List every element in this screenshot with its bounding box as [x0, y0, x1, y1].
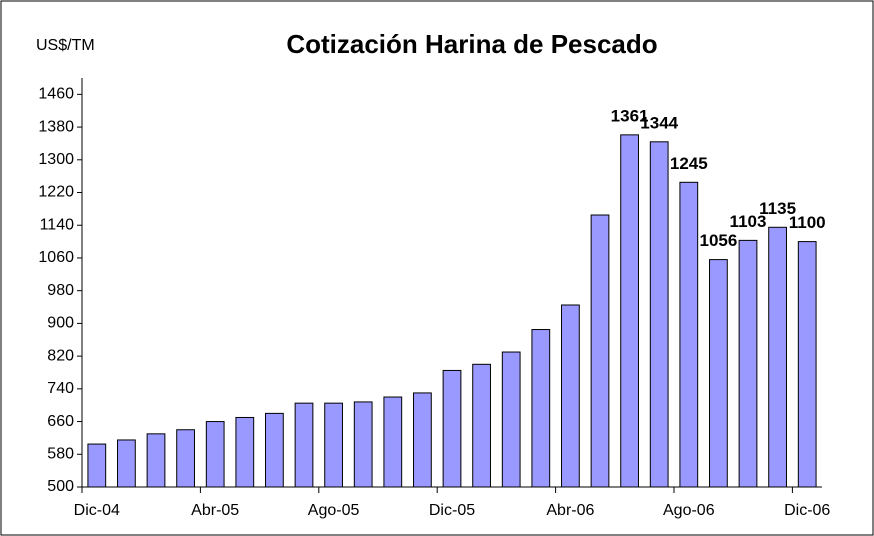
value-label: 1361 — [611, 106, 649, 125]
x-tick-label: Dic-04 — [74, 502, 120, 519]
bar — [501, 351, 521, 488]
value-label: 1344 — [640, 113, 678, 132]
bar — [472, 363, 491, 488]
bar — [353, 401, 373, 488]
value-label: 1245 — [670, 154, 708, 173]
bar — [324, 402, 343, 488]
x-tick-label: Abr-06 — [546, 502, 594, 519]
y-tick-label: 1140 — [40, 216, 75, 233]
bar — [235, 416, 255, 488]
y-tick-label: 500 — [47, 478, 74, 495]
bar — [117, 439, 136, 488]
bar — [146, 433, 166, 488]
x-tick-label: Ago-05 — [308, 502, 360, 519]
bar — [413, 392, 432, 488]
bar — [679, 181, 699, 488]
bar — [590, 214, 610, 488]
bar — [294, 402, 314, 488]
bar — [620, 134, 639, 488]
y-tick-label: 740 — [47, 380, 74, 397]
y-tick-label: 980 — [47, 282, 74, 299]
bar — [87, 443, 107, 488]
bar — [265, 412, 284, 488]
y-axis-label: US$/TM — [36, 37, 95, 54]
y-tick-label: 1380 — [38, 118, 74, 135]
bar — [649, 141, 669, 488]
bar — [176, 429, 195, 488]
bar — [205, 421, 225, 488]
chart-title: Cotización Harina de Pescado — [286, 29, 657, 59]
x-tick-label: Dic-05 — [429, 502, 475, 519]
x-tick-label: Ago-06 — [663, 502, 715, 519]
y-tick-label: 1220 — [38, 184, 74, 201]
x-tick-label: Abr-05 — [191, 502, 239, 519]
bar — [442, 369, 462, 488]
y-tick-label: 1460 — [38, 86, 74, 103]
bar — [738, 239, 758, 488]
value-label: 1135 — [759, 199, 796, 218]
value-label: 1056 — [699, 231, 737, 250]
y-tick-label: 660 — [47, 413, 74, 430]
y-tick-label: 580 — [47, 445, 74, 462]
value-label: 1103 — [730, 212, 767, 231]
y-tick-label: 820 — [47, 347, 74, 364]
bar — [383, 396, 403, 488]
value-label: 1100 — [789, 213, 826, 232]
bar — [768, 226, 787, 488]
x-tick-label: Dic-06 — [784, 502, 830, 519]
bar — [531, 329, 551, 488]
bar — [797, 241, 817, 488]
y-tick-label: 1060 — [38, 249, 74, 266]
y-tick-label: 900 — [47, 315, 74, 332]
bar — [709, 259, 728, 488]
y-tick-label: 1300 — [38, 151, 74, 168]
bar — [561, 304, 580, 488]
